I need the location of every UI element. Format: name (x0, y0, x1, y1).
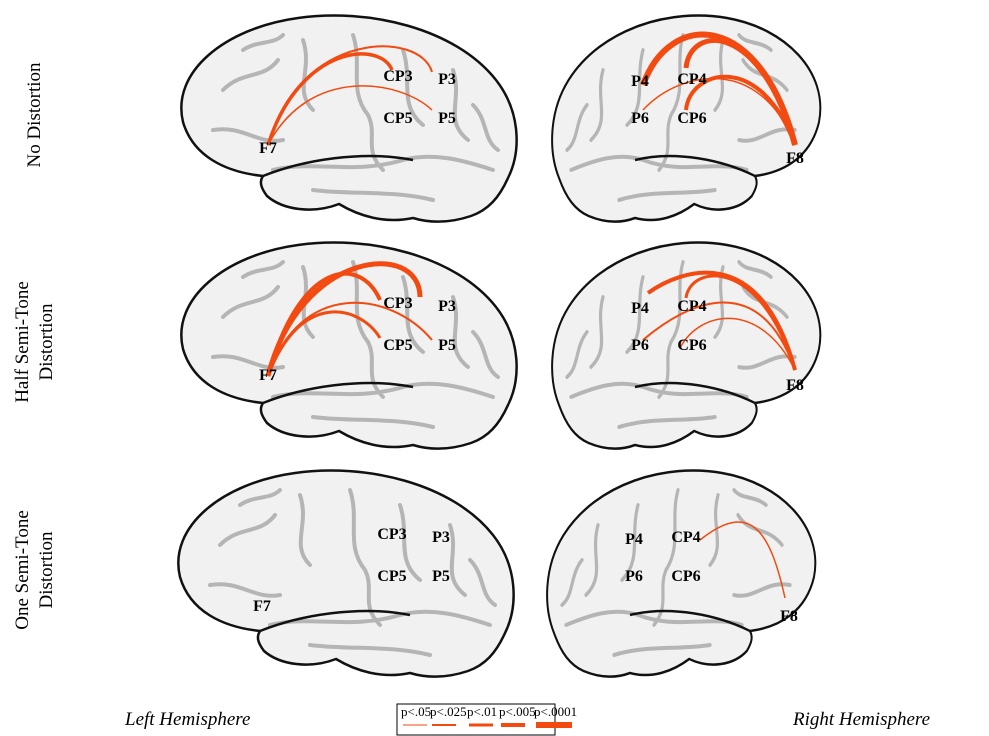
electrode-label: P4 (631, 73, 649, 90)
electrode-label: CP3 (383, 295, 412, 312)
electrode-label: F7 (259, 140, 277, 157)
electrode-label: P5 (438, 337, 456, 354)
legend-label: p<.025 (430, 704, 467, 719)
electrode-label: P6 (631, 337, 649, 354)
legend-label: p<.05 (401, 704, 431, 719)
legend-label: p<.01 (467, 704, 497, 719)
electrode-label: F7 (253, 598, 271, 615)
electrode-label: CP6 (671, 568, 700, 585)
electrode-label: P6 (631, 110, 649, 127)
electrode-label: CP5 (377, 568, 406, 585)
electrode-label: CP6 (677, 337, 706, 354)
figure: No Distortion CP3 P3 CP5 P5 F7 P4 CP4 P6 CP6 F8 Dis… (0, 0, 989, 736)
electrode-label: CP4 (677, 298, 706, 315)
electrode-label: CP5 (383, 337, 412, 354)
electrode-label: P5 (438, 110, 456, 127)
electrode-label: F8 (786, 377, 804, 394)
electrode-label: CP3 (377, 526, 406, 543)
electrode-label: F7 (259, 367, 277, 384)
legend-label: p<.0001 (534, 704, 577, 719)
electrode-label: CP4 (671, 529, 700, 546)
electrode-label: CP6 (677, 110, 706, 127)
row-label: No Distortion (24, 62, 45, 168)
electrode-label: P4 (631, 300, 649, 317)
electrode-label: P5 (432, 568, 450, 585)
electrode-label: F8 (780, 608, 798, 625)
brains (178, 16, 820, 677)
electrode-label: P4 (625, 531, 643, 548)
electrode-label: P3 (438, 298, 456, 315)
row-label: One Semi-Tone (12, 510, 33, 630)
electrode-label: P3 (432, 529, 450, 546)
electrode-label: CP5 (383, 110, 412, 127)
legend-label: p<.005 (499, 704, 536, 719)
electrode-label: P6 (625, 568, 643, 585)
electrode-label: CP4 (677, 71, 706, 88)
electrode-label: F8 (786, 150, 804, 167)
row-label: Distortion (36, 531, 57, 609)
row-label: Distortion (36, 303, 57, 381)
left-hemisphere-label: Left Hemisphere (124, 709, 250, 730)
electrode-label: P3 (438, 71, 456, 88)
right-hemisphere-label: Right Hemisphere (792, 709, 930, 730)
electrode-label: CP3 (383, 68, 412, 85)
row-label: Half Semi-Tone (12, 281, 33, 403)
